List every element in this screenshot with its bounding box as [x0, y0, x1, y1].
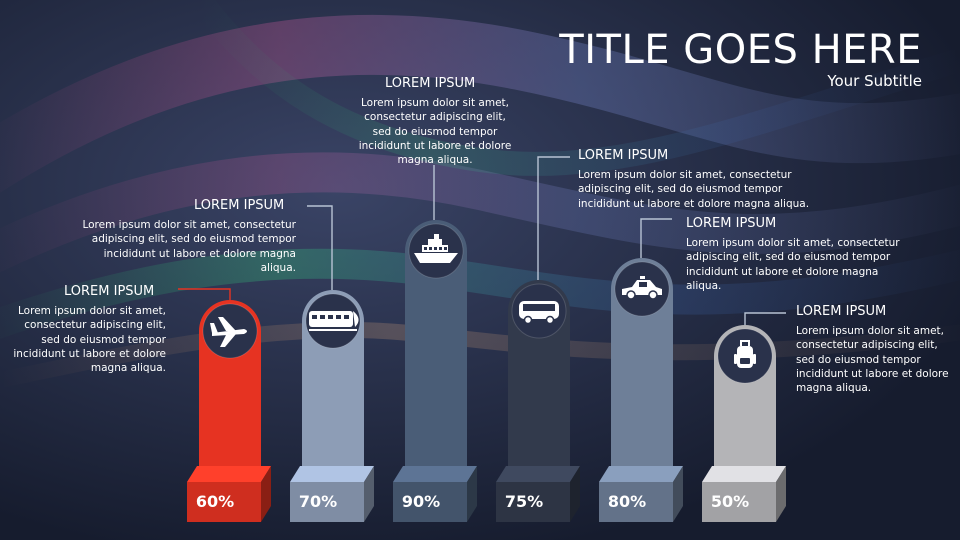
- callout-heading-airplane: LOREM IPSUM: [64, 284, 155, 299]
- base-side-bus: [570, 466, 580, 522]
- callout-heading-ship: LOREM IPSUM: [385, 76, 476, 91]
- base-side-ship: [467, 466, 477, 522]
- percent-label-ship: 90%: [401, 492, 441, 511]
- bar-train: [290, 290, 374, 522]
- bar-car: [599, 258, 683, 522]
- base-top-train: [290, 466, 374, 482]
- base-front-train: [290, 482, 364, 522]
- airplane-icon: [202, 303, 258, 359]
- callout-text-airplane: Lorem ipsum dolor sit amet, consectetur …: [13, 305, 166, 375]
- connector-bus: [537, 156, 570, 280]
- percent-label-airplane: 60%: [195, 492, 235, 511]
- connector-airplane: [178, 288, 231, 300]
- base-side-airplane: [261, 466, 271, 522]
- callout-heading-train: LOREM IPSUM: [194, 198, 285, 213]
- base-front-ship: [393, 482, 467, 522]
- callout-text-bus: Lorem ipsum dolor sit amet, consectetur …: [578, 169, 810, 210]
- backpack-icon: [717, 328, 773, 384]
- base-top-backpack: [702, 466, 786, 482]
- base-front-airplane: [187, 482, 261, 522]
- base-top-airplane: [187, 466, 271, 482]
- percent-label-backpack: 50%: [710, 492, 750, 511]
- percent-label-car: 80%: [607, 492, 647, 511]
- connector-train: [307, 205, 333, 290]
- base-front-bus: [496, 482, 570, 522]
- callout-text-ship: Lorem ipsum dolor sit amet, consectetur …: [358, 97, 512, 167]
- base-top-ship: [393, 466, 477, 482]
- base-side-train: [364, 466, 374, 522]
- callout-heading-bus: LOREM IPSUM: [578, 148, 669, 163]
- base-top-car: [599, 466, 683, 482]
- car-icon: [614, 261, 670, 317]
- callout-text-train: Lorem ipsum dolor sit amet, consectetur …: [82, 219, 296, 274]
- callout-heading-backpack: LOREM IPSUM: [796, 304, 887, 319]
- callout-heading-car: LOREM IPSUM: [686, 216, 777, 231]
- base-side-car: [673, 466, 683, 522]
- base-front-car: [599, 482, 673, 522]
- base-top-bus: [496, 466, 580, 482]
- connector-backpack: [744, 312, 786, 325]
- connector-car: [640, 218, 672, 258]
- connector-lines: [178, 156, 786, 325]
- percent-label-bus: 75%: [504, 492, 544, 511]
- base-front-backpack: [702, 482, 776, 522]
- callout-text-backpack: Lorem ipsum dolor sit amet, consectetur …: [796, 325, 949, 395]
- train-icon: [305, 293, 361, 349]
- bus-icon: [511, 283, 567, 339]
- slide-subtitle: Your Subtitle: [827, 72, 922, 90]
- ship-icon: [408, 223, 464, 279]
- percent-label-train: 70%: [298, 492, 338, 511]
- slide-title: TITLE GOES HERE: [559, 27, 922, 73]
- base-side-backpack: [776, 466, 786, 522]
- callout-text-car: Lorem ipsum dolor sit amet, consectetur …: [686, 237, 900, 292]
